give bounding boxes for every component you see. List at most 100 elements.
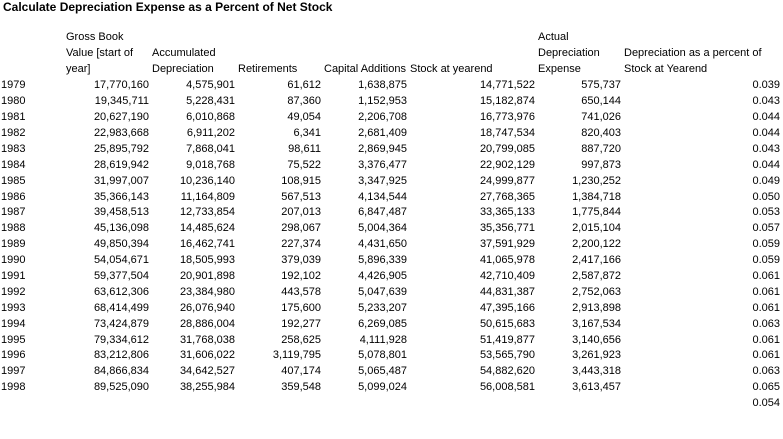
accumulated-depreciation-cell: 4,575,901 [186, 79, 235, 92]
depreciation-percent-cell: 0.059 [752, 254, 780, 267]
capital-additions-cell: 5,047,639 [358, 285, 407, 298]
depreciation-expense-cell: 997,873 [581, 158, 621, 171]
gross-book-value-cell: 59,377,504 [93, 270, 149, 283]
depreciation-expense-cell [536, 395, 622, 411]
depreciation-expense-cell: 820,403 [581, 127, 621, 139]
depreciation-percent-cell: 0.061 [752, 285, 780, 298]
capital-additions-cell: 5,233,207 [358, 301, 407, 314]
accumulated-depreciation-cell: 38,255,984 [179, 381, 235, 394]
header-actual-depreciation-expense: Actual Depreciation Expense [538, 31, 600, 75]
gross-book-value-cell: 45,136,098 [93, 222, 149, 235]
year-cell: 1982 [1, 127, 26, 139]
capital-additions-cell: 3,376,477 [358, 158, 407, 171]
accumulated-depreciation-cell: 31,606,022 [179, 349, 235, 362]
gross-book-value-cell: 39,458,513 [93, 206, 149, 219]
retirements-cell: 207,013 [281, 206, 321, 219]
depreciation-percent-cell: 0.065 [752, 381, 780, 394]
capital-additions-cell: 4,134,544 [358, 190, 407, 203]
gross-book-value-cell: 89,525,090 [93, 381, 149, 394]
depreciation-expense-cell: 2,913,898 [572, 301, 621, 314]
stock-at-yearend-cell: 35,356,771 [479, 222, 535, 235]
depreciation-percent-cell: 0.053 [752, 206, 780, 219]
year-cell: 1984 [1, 158, 26, 171]
year-cell: 1981 [1, 111, 26, 124]
year-cell: 1998 [1, 381, 26, 394]
stock-at-yearend-cell: 56,008,581 [479, 381, 535, 394]
table-body: 1979 17,770,160 4,575,901 61,612 1,638,875 14… [0, 77, 781, 411]
header-depreciation-percent: Depreciation as a percent of Stock at Ye… [624, 46, 762, 75]
gross-book-value-cell [64, 395, 150, 411]
retirements-cell: 258,625 [281, 333, 321, 346]
table-row: 1989 49,850,394 16,462,741 227,374 4,431,650… [0, 236, 781, 252]
table-row: 1990 54,054,671 18,505,993 379,039 5,896,339… [0, 252, 781, 268]
gross-book-value-cell: 73,424,879 [93, 317, 149, 330]
gross-book-value-cell: 84,866,834 [93, 365, 149, 378]
stock-at-yearend-cell: 22,902,129 [479, 158, 535, 171]
table-row: 1992 63,612,306 23,384,980 443,578 5,047,639… [0, 284, 781, 300]
capital-additions-cell: 6,269,085 [358, 317, 407, 330]
header-row: Gross Book Value [start of year] Accumul… [0, 30, 781, 77]
capital-additions-cell: 4,111,928 [359, 333, 407, 346]
retirements-cell: 61,612 [287, 79, 321, 92]
depreciation-percent-cell: 0.043 [752, 95, 780, 108]
capital-additions-cell: 5,065,487 [358, 365, 407, 378]
gross-book-value-cell: 68,414,499 [93, 301, 149, 314]
depreciation-expense-cell: 650,144 [581, 95, 621, 108]
gross-book-value-cell: 25,895,792 [93, 142, 149, 155]
gross-book-value-cell: 17,770,160 [93, 79, 149, 92]
table-row: 1997 84,866,834 34,642,527 407,174 5,065,487… [0, 363, 781, 379]
depreciation-expense-cell: 575,737 [581, 79, 621, 92]
depreciation-table: Gross Book Value [start of year] Accumul… [0, 30, 781, 411]
depreciation-expense-cell: 887,720 [581, 142, 621, 155]
table-row: 1981 20,627,190 6,010,868 49,054 2,206,708 16… [0, 109, 781, 125]
depreciation-expense-cell: 3,261,923 [572, 349, 621, 362]
retirements-cell: 49,054 [287, 111, 321, 124]
accumulated-depreciation-cell: 5,228,431 [186, 95, 235, 108]
year-cell: 1989 [1, 238, 26, 251]
sheet-title: Calculate Depreciation Expense as a Perc… [3, 0, 333, 14]
stock-at-yearend-cell: 27,768,365 [479, 190, 535, 203]
year-cell: 1979 [1, 79, 26, 92]
retirements-cell: 298,067 [281, 222, 321, 235]
header-year [0, 30, 64, 77]
gross-book-value-cell: 49,850,394 [93, 238, 149, 251]
retirements-cell: 3,119,795 [272, 349, 321, 362]
retirements-cell: 192,102 [281, 270, 321, 283]
table-row: 1986 35,366,143 11,164,809 567,513 4,134,544… [0, 189, 781, 205]
year-cell: 1997 [1, 365, 26, 378]
retirements-cell: 98,611 [288, 142, 321, 155]
table-row: 1993 68,414,499 26,076,940 175,600 5,233,207… [0, 300, 781, 316]
retirements-cell: 379,039 [281, 254, 321, 267]
capital-additions-cell [322, 395, 408, 411]
accumulated-depreciation-cell: 16,462,741 [179, 238, 235, 251]
table-row: 1996 83,212,806 31,606,022 3,119,795 5,078,8… [0, 348, 781, 364]
accumulated-depreciation-cell: 18,505,993 [179, 254, 235, 267]
table-row: 0.054 [0, 395, 781, 411]
stock-at-yearend-cell: 33,365,133 [479, 206, 535, 219]
table-row: 1994 73,424,879 28,886,004 192,277 6,269,085… [0, 316, 781, 332]
accumulated-depreciation-cell: 34,642,527 [179, 365, 235, 378]
gross-book-value-cell: 19,345,711 [94, 95, 149, 108]
stock-at-yearend-cell: 24,999,877 [479, 174, 535, 187]
gross-book-value-cell: 31,997,007 [93, 174, 149, 187]
depreciation-expense-cell: 1,775,844 [572, 206, 621, 219]
depreciation-percent-cell: 0.043 [752, 142, 780, 155]
header-retirements: Retirements [238, 62, 298, 75]
depreciation-expense-cell: 3,613,457 [572, 381, 621, 394]
year-cell: 1996 [1, 349, 26, 362]
depreciation-expense-cell: 2,015,104 [572, 222, 621, 235]
year-cell: 1995 [1, 333, 26, 346]
gross-book-value-cell: 20,627,190 [93, 111, 149, 124]
gross-book-value-cell: 54,054,671 [93, 254, 149, 267]
depreciation-percent-cell: 0.063 [752, 317, 780, 330]
retirements-cell: 175,600 [281, 301, 321, 314]
year-cell: 1990 [1, 254, 26, 267]
capital-additions-cell: 2,206,708 [358, 111, 407, 124]
capital-additions-cell: 1,638,875 [358, 79, 407, 92]
stock-at-yearend-cell: 42,710,409 [479, 270, 535, 283]
accumulated-depreciation-cell: 6,911,202 [186, 127, 235, 139]
depreciation-percent-cell: 0.054 [752, 397, 780, 410]
year-cell: 1983 [1, 142, 26, 155]
depreciation-percent-cell: 0.061 [752, 333, 780, 346]
depreciation-expense-cell: 3,443,318 [572, 365, 621, 378]
